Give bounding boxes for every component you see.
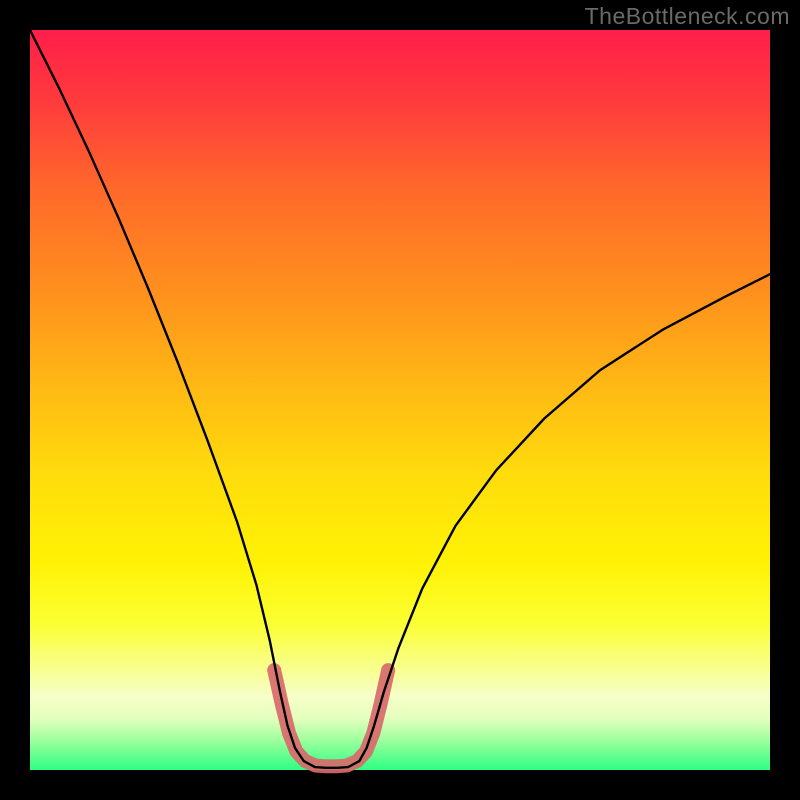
plot-svg: [0, 0, 800, 800]
watermark: TheBottleneck.com: [585, 3, 790, 30]
plot-background: [30, 30, 770, 770]
chart-container: TheBottleneck.com: [0, 0, 800, 800]
